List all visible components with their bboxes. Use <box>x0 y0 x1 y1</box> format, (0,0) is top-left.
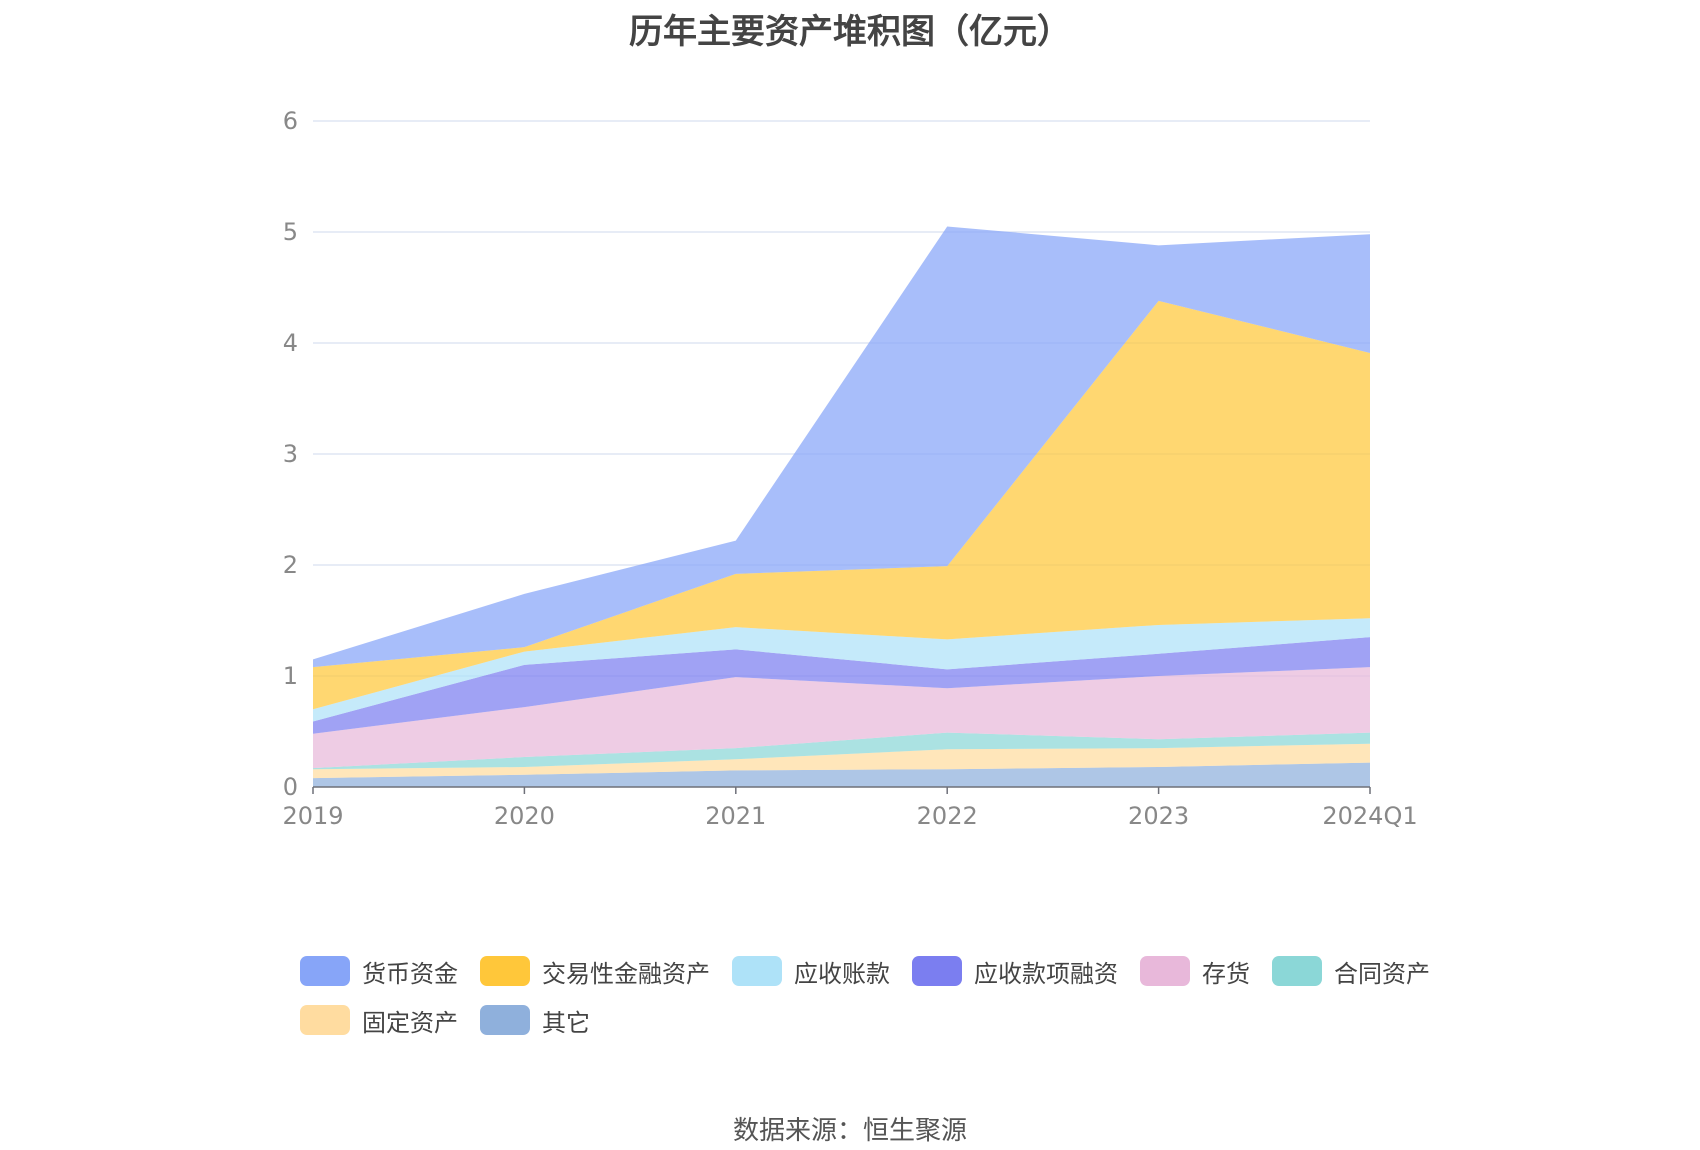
legend-item[interactable]: 应收款项融资 <box>912 955 1118 988</box>
legend-label: 货币资金 <box>362 959 458 988</box>
legend-swatch <box>732 956 782 986</box>
legend-swatch <box>480 1005 530 1035</box>
area-series-应收款项融资 <box>313 637 1370 734</box>
legend-item[interactable]: 固定资产 <box>300 1004 458 1037</box>
legend-label: 存货 <box>1202 959 1250 988</box>
legend-swatch <box>1140 956 1190 986</box>
legend-item[interactable]: 其它 <box>480 1004 590 1037</box>
x-tick-label: 2019 <box>282 802 343 830</box>
legend-item[interactable]: 存货 <box>1140 955 1250 988</box>
y-tick-label: 6 <box>283 107 298 135</box>
x-tick-label: 2022 <box>917 802 978 830</box>
area-series-应收账款 <box>313 618 1370 722</box>
legend-swatch <box>1272 956 1322 986</box>
legend-label: 其它 <box>542 1008 590 1037</box>
area-series-货币资金 <box>313 226 1370 668</box>
area-series-其它 <box>313 762 1370 787</box>
legend-swatch <box>300 956 350 986</box>
legend-label: 应收账款 <box>794 959 890 988</box>
y-tick-label: 0 <box>283 773 298 801</box>
y-tick-label: 3 <box>283 440 298 468</box>
legend: 货币资金 交易性金融资产 应收账款 应收款项融资 存货 合同资产固定资产 其它 <box>300 955 1450 1037</box>
legend-label: 应收款项融资 <box>974 959 1118 988</box>
x-tick-label: 2024Q1 <box>1322 802 1417 830</box>
legend-item[interactable]: 货币资金 <box>300 955 458 988</box>
legend-swatch <box>480 956 530 986</box>
y-tick-label: 1 <box>283 662 298 690</box>
y-tick-label: 5 <box>283 218 298 246</box>
axes: 0 1 2 3 4 5 6 2019 2020 2021 2022 2023 2024Q1 <box>282 107 1417 830</box>
y-tick-label: 2 <box>283 551 298 579</box>
area-series-固定资产 <box>313 743 1370 779</box>
stacked-area-chart: 0 1 2 3 4 5 6 2019 2020 2021 2022 2023 2024Q1 <box>282 107 1417 830</box>
y-tick-label: 4 <box>283 329 298 357</box>
x-tick-label: 2021 <box>705 802 766 830</box>
legend-label: 合同资产 <box>1334 959 1430 988</box>
area-series-交易性金融资产 <box>313 300 1370 710</box>
area-series-合同资产 <box>313 732 1370 770</box>
legend-item[interactable]: 合同资产 <box>1272 955 1430 988</box>
legend-swatch <box>300 1005 350 1035</box>
x-tick-label: 2020 <box>494 802 555 830</box>
area-series-group <box>313 226 1370 787</box>
legend-label: 固定资产 <box>362 1008 458 1037</box>
legend-swatch <box>912 956 962 986</box>
area-series-存货 <box>313 667 1370 769</box>
data-source-note: 数据来源：恒生聚源 <box>732 1116 967 1146</box>
x-tick-label: 2023 <box>1128 802 1189 830</box>
legend-item[interactable]: 交易性金融资产 <box>480 955 710 988</box>
legend-item[interactable]: 应收账款 <box>732 955 890 988</box>
chart-title: 历年主要资产堆积图（亿元） <box>629 12 1071 52</box>
legend-label: 交易性金融资产 <box>542 959 710 988</box>
